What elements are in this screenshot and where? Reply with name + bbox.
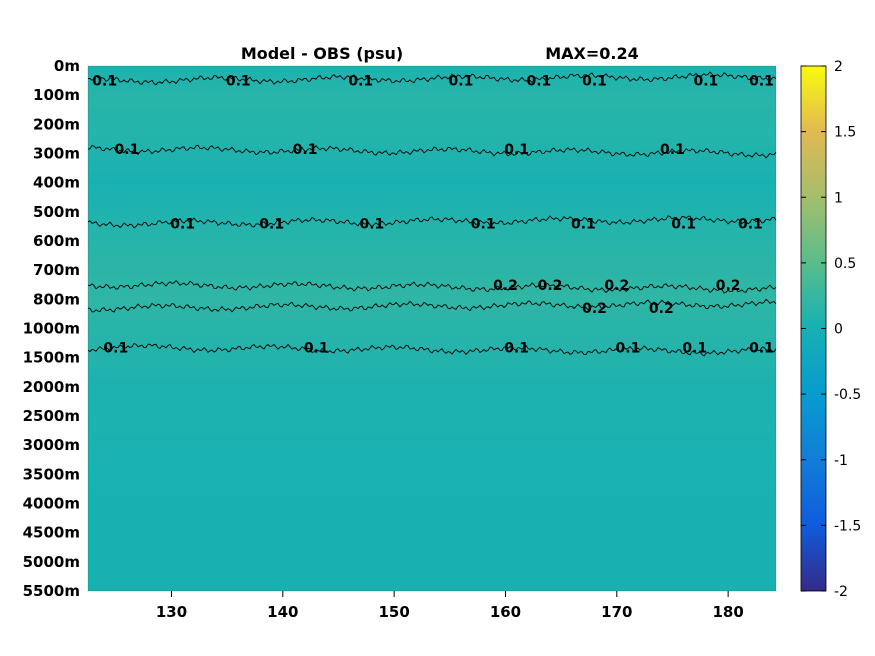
x-axis: 130 140 150 160 170 180 (156, 591, 744, 621)
contour-label: 0.1 (749, 340, 774, 356)
plot-frame (87, 65, 777, 592)
contour-label: 0.1 (471, 217, 496, 233)
plot-field (88, 66, 776, 591)
colorbar-tick-label: -0.5 (834, 387, 861, 403)
plot-area: 0.1 0.1 0.1 0.1 0.1 0.1 0.1 0.1 0.1 0.1 0.1 0.1 0.1 0… (87, 65, 777, 592)
contour-label: 0.1 (571, 217, 596, 233)
contour-label: 0.1 (526, 74, 551, 90)
y-tick-label: 300m (33, 145, 80, 163)
x-tick-label: 140 (267, 603, 298, 621)
contour-line (87, 215, 777, 229)
y-tick-label: 2000m (23, 378, 80, 396)
y-tick-label: 700m (33, 261, 80, 279)
chart-title: Model - OBS (psu) (241, 44, 403, 63)
contour-label: 0.1 (259, 217, 284, 233)
y-tick-label: 200m (33, 115, 80, 133)
contour-label: 0.1 (449, 74, 474, 90)
contour-label: 0.1 (170, 217, 195, 233)
y-tick-label: 5500m (23, 582, 80, 600)
colorbar-ticks: 2 1.5 1 0.5 0 -0.5 -1 -1.5 -2 (801, 59, 861, 600)
colorbar-tick-label: 0 (834, 322, 843, 338)
x-tick-label: 170 (601, 603, 632, 621)
colorbar: 2 1.5 1 0.5 0 -0.5 -1 -1.5 -2 (800, 59, 861, 600)
contour-label: 0.2 (716, 278, 741, 294)
y-axis: 0m 100m 200m 300m 400m 500m 600m 700m 800m 1000m 1… (23, 57, 80, 600)
colorbar-tick-label: -1.5 (834, 518, 861, 534)
contour-line (87, 279, 777, 294)
chart-subtitle: MAX=0.24 (545, 44, 639, 63)
x-tick-label: 180 (712, 603, 743, 621)
contour-label: 0.1 (103, 340, 128, 356)
y-tick-label: 500m (33, 203, 80, 221)
contour-label: 0.1 (359, 217, 384, 233)
contour-label: 0.2 (493, 278, 518, 294)
y-tick-label: 400m (33, 174, 80, 192)
y-tick-label: 0m (54, 57, 80, 75)
contour-label: 0.2 (649, 301, 674, 317)
contour-label: 0.1 (226, 74, 251, 90)
contour-label: 0.1 (293, 142, 318, 158)
colorbar-tick-label: 2 (834, 59, 843, 75)
y-tick-label: 100m (33, 86, 80, 104)
contour-label: 0.1 (682, 340, 707, 356)
contour-label: 0.1 (115, 142, 140, 158)
y-tick-label: 3500m (23, 465, 80, 483)
x-tick-label: 160 (490, 603, 521, 621)
contour-layer: 0.1 0.1 0.1 0.1 0.1 0.1 0.1 0.1 0.1 0.1 0.1 0.1 0.1 0… (87, 71, 777, 357)
contour-label: 0.1 (616, 340, 641, 356)
y-tick-label: 4500m (23, 524, 80, 542)
contour-label: 0.1 (92, 74, 117, 90)
colorbar-tick-label: 1.5 (834, 125, 856, 141)
x-tick-label: 150 (378, 603, 409, 621)
y-tick-label: 600m (33, 232, 80, 250)
y-tick-label: 1000m (23, 320, 80, 338)
y-tick-label: 3000m (23, 436, 80, 454)
contour-label: 0.1 (504, 142, 529, 158)
y-tick-label: 2500m (23, 407, 80, 425)
contour-label: 0.1 (582, 74, 607, 90)
y-tick-label: 4000m (23, 495, 80, 513)
colorbar-tick-label: 1 (834, 190, 843, 206)
contour-line (87, 298, 777, 313)
contour-label: 0.1 (693, 74, 718, 90)
y-tick-label: 1500m (23, 349, 80, 367)
contour-line (87, 342, 777, 357)
colorbar-tick-label: -1 (834, 453, 848, 469)
contour-line (88, 71, 777, 86)
contour-label: 0.1 (304, 340, 329, 356)
contour-label: 0.1 (671, 217, 696, 233)
contour-label: 0.1 (504, 340, 529, 356)
contour-label: 0.1 (738, 217, 763, 233)
contour-label: 0.2 (582, 301, 607, 317)
contour-label: 0.1 (660, 142, 685, 158)
contour-label: 0.2 (538, 278, 563, 294)
colorbar-tick-label: 0.5 (834, 256, 856, 272)
contour-line (87, 144, 777, 159)
y-tick-label: 5000m (23, 553, 80, 571)
x-tick-label: 130 (156, 603, 187, 621)
contour-label: 0.1 (348, 74, 373, 90)
y-tick-label: 800m (33, 290, 80, 308)
contour-label: 0.1 (749, 74, 774, 90)
contour-label: 0.2 (604, 278, 629, 294)
colorbar-tick-label: -2 (834, 584, 848, 600)
